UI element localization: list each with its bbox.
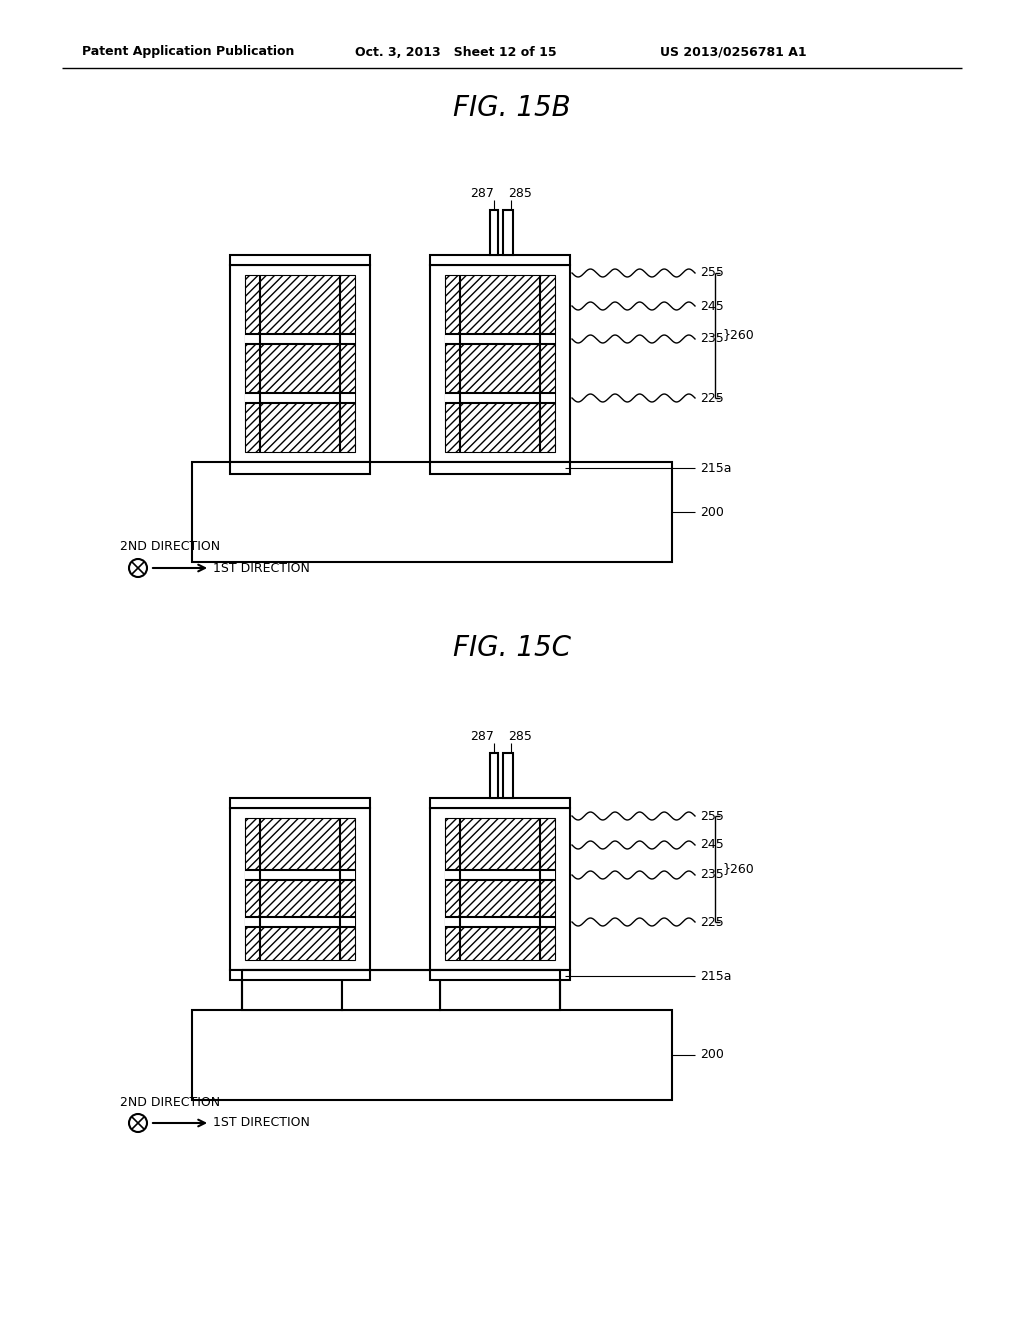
Bar xyxy=(430,255,570,265)
Text: 285: 285 xyxy=(508,730,531,743)
Bar xyxy=(230,799,370,808)
Text: 255: 255 xyxy=(700,809,724,822)
Bar xyxy=(440,970,560,1010)
Bar xyxy=(445,818,555,960)
Bar xyxy=(245,818,355,960)
Bar xyxy=(193,462,672,562)
Text: 285: 285 xyxy=(508,187,531,201)
Text: Oct. 3, 2013   Sheet 12 of 15: Oct. 3, 2013 Sheet 12 of 15 xyxy=(355,45,557,58)
Bar xyxy=(245,870,355,880)
Bar xyxy=(230,970,370,979)
Text: 287: 287 xyxy=(470,730,494,743)
Bar xyxy=(242,970,342,1010)
Text: 287: 287 xyxy=(470,187,494,201)
Bar xyxy=(245,334,355,345)
Bar xyxy=(503,210,513,255)
Bar xyxy=(245,393,355,403)
Text: 225: 225 xyxy=(700,392,724,404)
Text: 215a: 215a xyxy=(700,462,731,474)
Bar xyxy=(430,799,570,808)
Text: 255: 255 xyxy=(700,267,724,280)
Text: 2ND DIRECTION: 2ND DIRECTION xyxy=(120,540,220,553)
Bar xyxy=(342,970,440,1010)
Bar xyxy=(445,917,555,927)
Text: 215a: 215a xyxy=(700,969,731,982)
Bar xyxy=(490,752,498,799)
Bar xyxy=(230,808,370,970)
Bar xyxy=(445,275,555,451)
Bar xyxy=(230,255,370,265)
Bar xyxy=(445,334,555,345)
Text: 245: 245 xyxy=(700,838,724,851)
Text: 235: 235 xyxy=(700,869,724,882)
Bar xyxy=(430,462,570,474)
Bar xyxy=(503,752,513,799)
Text: 235: 235 xyxy=(700,333,724,346)
Text: 2ND DIRECTION: 2ND DIRECTION xyxy=(120,1096,220,1109)
Text: FIG. 15B: FIG. 15B xyxy=(454,94,570,121)
Text: US 2013/0256781 A1: US 2013/0256781 A1 xyxy=(660,45,807,58)
Text: 245: 245 xyxy=(700,300,724,313)
Text: }260: }260 xyxy=(722,329,754,342)
Bar xyxy=(245,917,355,927)
Bar xyxy=(430,265,570,462)
Text: 1ST DIRECTION: 1ST DIRECTION xyxy=(213,561,310,574)
Bar xyxy=(230,265,370,462)
Text: Patent Application Publication: Patent Application Publication xyxy=(82,45,294,58)
Text: FIG. 15C: FIG. 15C xyxy=(453,634,571,663)
Bar xyxy=(445,393,555,403)
Text: 200: 200 xyxy=(700,506,724,519)
Text: 200: 200 xyxy=(700,1048,724,1061)
Bar xyxy=(445,870,555,880)
Bar xyxy=(230,462,370,474)
Bar xyxy=(490,210,498,255)
Bar xyxy=(430,808,570,970)
Bar xyxy=(430,970,570,979)
Text: }260: }260 xyxy=(722,862,754,875)
Bar xyxy=(193,1010,672,1100)
Bar xyxy=(245,275,355,451)
Text: 225: 225 xyxy=(700,916,724,928)
Text: 1ST DIRECTION: 1ST DIRECTION xyxy=(213,1117,310,1130)
